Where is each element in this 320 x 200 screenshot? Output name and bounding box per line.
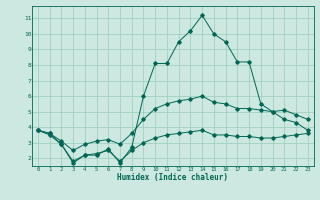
X-axis label: Humidex (Indice chaleur): Humidex (Indice chaleur)	[117, 173, 228, 182]
